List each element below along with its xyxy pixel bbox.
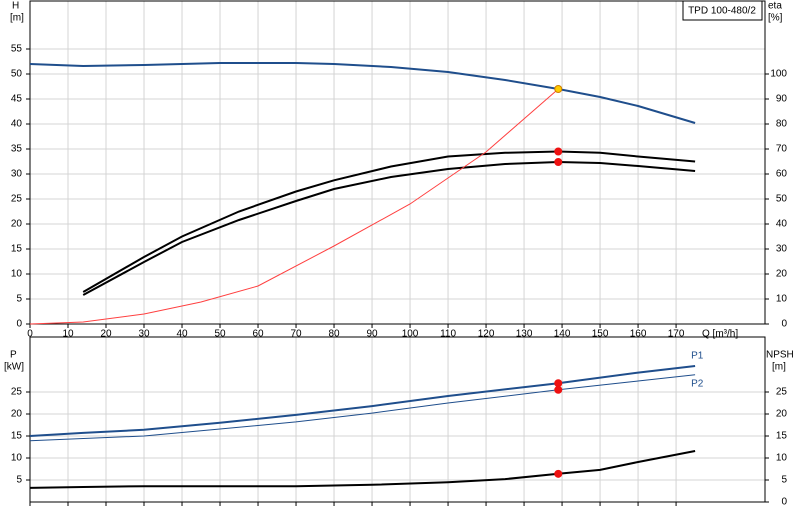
x-tick-label: 60 [252,329,264,340]
y2-tick-label: 20 [776,409,788,420]
curve [29,88,559,325]
y2-unit: [m] [772,362,786,373]
y2-tick-label: 50 [776,194,788,205]
y-tick-label: 50 [11,69,23,80]
y-tick-label: 20 [11,409,23,420]
plot-frame [29,336,766,503]
y-tick-label: 15 [11,244,23,255]
y2-tick-label: 10 [776,453,788,464]
x-tick-label: 120 [478,329,495,340]
y-tick-label: 30 [11,169,23,180]
curve [82,160,696,296]
y-tick-label: 5 [16,475,22,486]
y-tick-label: 25 [11,194,23,205]
x-tick-label: 50 [214,329,226,340]
y-unit: [m] [10,13,24,24]
y2-tick-label: 20 [776,269,788,280]
y-tick-label: 5 [16,294,22,305]
y2-tick-label: 80 [776,119,788,130]
x-tick-label: 10 [62,329,74,340]
x-tick-label: 40 [176,329,188,340]
x-tick-label: 90 [366,329,378,340]
x-tick-label: 70 [290,329,302,340]
y-tick-label: 15 [11,431,23,442]
y2-tick-label: 70 [776,144,788,155]
x-tick-label: 0 [27,329,33,340]
y2-tick-label: 10 [776,294,788,305]
series-label: P2 [691,378,704,389]
x-tick-label: 20 [100,329,112,340]
operating-point [554,385,563,394]
y2-tick-label: 100 [770,69,787,80]
y2-tick-label: 30 [776,244,788,255]
curve [29,365,696,437]
curve [29,62,696,124]
y-tick-label: 55 [11,44,23,55]
y2-tick-label: 0 [781,319,787,330]
x-tick-label: 150 [592,329,609,340]
y2-tick-label: 60 [776,169,788,180]
chart-title: TPD 100-480/2 [688,6,756,17]
x-tick-label: 100 [402,329,419,340]
y2-tick-label: 5 [781,475,787,486]
y-tick-label: 10 [11,453,23,464]
y-tick-label: 20 [11,219,23,230]
y-tick-label: 25 [11,387,23,398]
plot-frame [29,0,766,325]
y2-tick-label: 15 [776,431,788,442]
x-tick-label: 170 [668,329,685,340]
y-tick-label: 35 [11,144,23,155]
y2-label: NPSH [766,350,794,361]
y2-unit: [%] [768,13,783,24]
y-tick-label: 40 [11,119,23,130]
x-tick-label: 110 [440,329,456,340]
x-tick-label: 130 [516,329,533,340]
y2-tick-label: 0 [781,497,787,508]
y-label: H [12,1,19,12]
x-tick-label: 160 [630,329,647,340]
x-label: Q [m³/h] [702,329,738,340]
y2-tick-label: 90 [776,94,788,105]
x-tick-label: 80 [328,329,340,340]
y-tick-label: 10 [11,269,23,280]
y-tick-label: 45 [11,94,23,105]
series-label: P1 [691,351,704,362]
operating-point [554,379,563,388]
operating-point [554,469,563,478]
y2-label: eta [768,1,782,12]
y-tick-label: 0 [16,319,22,330]
curve [82,150,696,293]
y2-tick-label: 40 [776,219,788,230]
y-label: P [10,350,17,361]
operating-point [554,85,563,93]
y2-tick-label: 25 [776,387,788,398]
y-unit: [kW] [4,362,24,373]
x-tick-label: 30 [138,329,150,340]
curve [29,374,696,442]
curve [29,450,696,489]
operating-point [554,147,563,156]
operating-point [554,158,563,166]
x-tick-label: 140 [554,329,571,340]
